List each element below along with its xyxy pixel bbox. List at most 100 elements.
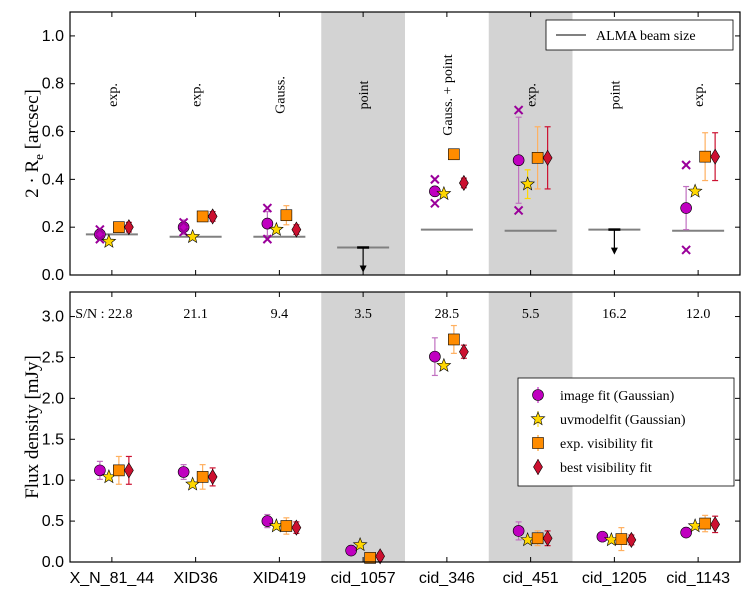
bottom-point-diamond — [124, 462, 134, 479]
sn-label: 3.5 — [354, 307, 372, 322]
legend-label: exp. visibility fit — [560, 437, 653, 452]
top-point-circle — [512, 154, 525, 167]
category-label: cid_451 — [503, 570, 559, 587]
bottom-point-square — [113, 464, 125, 477]
legend-beam-label: ALMA beam size — [596, 29, 696, 44]
bottom-point-circle — [345, 544, 357, 557]
profile-label: exp. — [692, 83, 707, 107]
top-ytick-label: 0.8 — [42, 76, 64, 93]
bottom-point-square — [196, 471, 209, 483]
category-label: cid_1205 — [582, 570, 647, 587]
top-point-diamond — [291, 221, 302, 238]
bottom-point-square — [531, 532, 544, 545]
top-point-circle — [261, 217, 274, 230]
top-point-square — [113, 221, 125, 233]
legend-marker-square — [532, 437, 544, 449]
top-point-square — [699, 150, 711, 163]
sn-label: 28.5 — [435, 307, 460, 322]
sn-label: 5.5 — [522, 307, 540, 322]
bottom-point-circle — [512, 525, 525, 537]
profile-label: point — [608, 81, 623, 110]
bottom-point-diamond — [459, 343, 469, 360]
bottom-point-square — [280, 520, 293, 532]
axis-extent-marker — [262, 234, 273, 244]
upper-limit-arrowhead — [610, 247, 618, 255]
category-label: XID419 — [253, 570, 306, 587]
bottom-point-diamond — [542, 530, 553, 547]
top-point-star — [185, 228, 201, 244]
sn-label: 9.4 — [271, 307, 289, 322]
bottom-ytick-label: 0.5 — [42, 513, 64, 530]
top-point-star — [687, 183, 703, 198]
category-labels: X_N_81_44 XID36 XID419 cid_1057 cid_346 cid_4… — [70, 570, 730, 587]
legend-label: image fit (Gaussian) — [560, 389, 675, 404]
top-ytick-label: 0.2 — [42, 219, 64, 236]
bottom-ytick-label: 2.0 — [42, 390, 64, 407]
top-frame — [69, 11, 741, 276]
category-label: cid_346 — [419, 570, 475, 587]
category-label: cid_1057 — [331, 570, 396, 587]
axis-extent-marker — [513, 205, 524, 216]
axis-extent-marker — [430, 198, 440, 208]
category-label: XID36 — [173, 570, 218, 587]
axis-extent-marker — [262, 203, 273, 213]
legend-box-bottom — [517, 377, 735, 487]
top-ytick-label: 0.0 — [42, 267, 64, 284]
legend-label: uvmodelfit (Gaussian) — [560, 413, 686, 428]
bottom-point-diamond — [710, 516, 720, 533]
bottom-ytick-label: 0.0 — [42, 554, 64, 571]
legend-marker-star — [530, 411, 546, 426]
axis-extent-marker — [178, 217, 189, 228]
bottom-ytick-label: 1.5 — [42, 431, 64, 448]
top-point-diamond — [207, 208, 218, 225]
top-ytick-label: 1.0 — [42, 28, 64, 45]
bottom-point-circle — [429, 350, 441, 363]
sn-label: 21.1 — [183, 307, 208, 322]
bottom-point-star — [436, 357, 452, 372]
legend-marker-diamond — [533, 458, 543, 476]
upper-limit-arrowhead — [359, 265, 367, 273]
bottom-point-circle — [596, 530, 609, 543]
top-ytick-label: 0.6 — [42, 124, 64, 141]
top-panel-radius: 0.0 0.2 0.4 0.6 0.8 1.0 2 · Re [arcsec] exp. exp… — [22, 11, 741, 284]
sn-label: 16.2 — [602, 307, 627, 322]
category-label: cid_1143 — [666, 570, 730, 587]
top-point-star — [436, 185, 452, 201]
top-point-circle — [680, 202, 692, 214]
axis-extent-marker — [95, 234, 105, 244]
category-label: X_N_81_44 — [70, 570, 155, 587]
top-point-square — [531, 152, 544, 164]
bottom-ytick-label: 1.0 — [42, 472, 64, 489]
bottom-ytick-label: 2.5 — [42, 349, 64, 366]
top-point-star — [268, 221, 284, 236]
sn-label: 12.0 — [686, 307, 711, 322]
top-point-star — [101, 233, 117, 248]
top-point-square — [196, 210, 209, 223]
bottom-panel-flux: 0.0 0.5 1.0 1.5 2.0 2.5 3.0 Flux density [mJy] S… — [22, 291, 741, 571]
bottom-point-circle — [177, 466, 190, 478]
top-point-diamond — [542, 149, 553, 166]
profile-label: exp. — [106, 83, 121, 107]
bottom-point-circle — [94, 464, 106, 477]
top-point-diamond — [459, 174, 469, 192]
bottom-point-square — [364, 552, 376, 564]
axis-extent-marker — [513, 105, 524, 115]
top-ylabel: 2 · Re [arcsec] — [22, 89, 46, 198]
bottom-shade-cid_1057 — [321, 292, 405, 562]
axis-extent-marker — [95, 224, 105, 235]
bottom-ylabel: Flux density [mJy] — [22, 355, 43, 499]
top-ytick-label: 0.4 — [42, 171, 64, 188]
bottom-point-square — [448, 333, 460, 346]
bottom-point-star — [352, 536, 368, 552]
bottom-point-diamond — [207, 468, 218, 485]
profile-label: Gauss. + point — [441, 54, 456, 136]
bottom-point-diamond — [291, 519, 302, 536]
bottom-point-diamond — [375, 548, 385, 565]
top-point-star — [520, 176, 536, 191]
top-point-square — [280, 209, 293, 222]
profile-label: Gauss. — [273, 76, 288, 114]
top-point-diamond — [124, 219, 134, 236]
top-shade-cid_451 — [488, 12, 573, 275]
axis-extent-marker — [430, 174, 440, 185]
